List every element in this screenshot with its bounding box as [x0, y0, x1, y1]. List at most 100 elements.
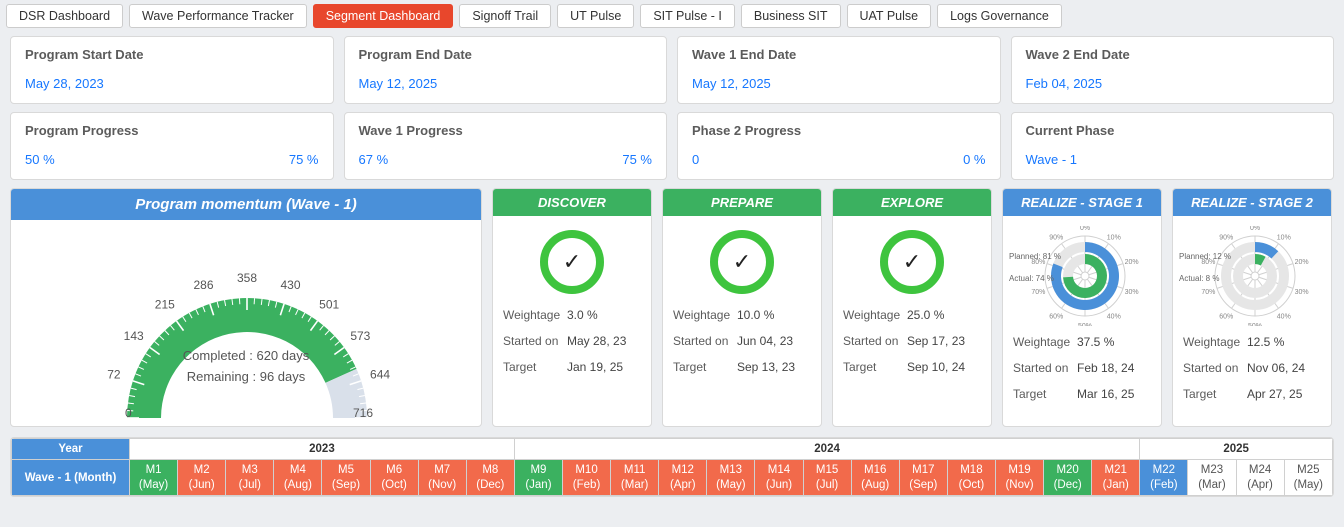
kv-value-weightage: 12.5 %: [1247, 335, 1321, 349]
phase-card-realize-stage-1: REALIZE - STAGE 10%10%20%30%40%50%60%70%…: [1002, 188, 1162, 427]
timeline-month-m18[interactable]: M18(Oct): [947, 460, 995, 496]
timeline-month-m13[interactable]: M13(May): [707, 460, 755, 496]
gauge-min-label: 0: [125, 406, 132, 420]
tab-wave-performance-tracker[interactable]: Wave Performance Tracker: [129, 4, 307, 28]
svg-text:60%: 60%: [1049, 314, 1063, 321]
month-timeline: Year202320242025Wave - 1 (Month)M1(May)M…: [10, 437, 1334, 497]
phase-card-strip: DISCOVER✓Weightage3.0 %Started onMay 28,…: [492, 188, 1334, 427]
gauge-completed-label: Completed : 620 days: [11, 346, 481, 367]
kv-label-weightage: Weightage: [1013, 335, 1077, 349]
timeline-month-m5[interactable]: M5(Sep): [322, 460, 370, 496]
summary1-card-3: Wave 2 End DateFeb 04, 2025: [1011, 36, 1335, 104]
timeline-month-m3[interactable]: M3(Jul): [226, 460, 274, 496]
phase-kv: Weightage25.0 %Started onSep 17, 23Targe…: [843, 308, 981, 374]
phase-header: DISCOVER: [493, 189, 651, 216]
timeline-month-m19[interactable]: M19(Nov): [995, 460, 1043, 496]
tab-ut-pulse[interactable]: UT Pulse: [557, 4, 634, 28]
kv-label-started: Started on: [673, 334, 737, 348]
phase-header: REALIZE - STAGE 1: [1003, 189, 1161, 216]
timeline-month-m20[interactable]: M20(Dec): [1044, 460, 1092, 496]
timeline-month-m11[interactable]: M11(Mar): [611, 460, 659, 496]
tab-logs-governance[interactable]: Logs Governance: [937, 4, 1062, 28]
svg-text:286: 286: [193, 278, 213, 292]
summary1-card-2: Wave 1 End DateMay 12, 2025: [677, 36, 1001, 104]
timeline-month-m6[interactable]: M6(Oct): [370, 460, 418, 496]
tab-sit-pulse-i[interactable]: SIT Pulse - I: [640, 4, 735, 28]
timeline-year-2025: 2025: [1140, 439, 1333, 460]
kv-value-weightage: 10.0 %: [737, 308, 811, 322]
card-value: May 12, 2025: [692, 76, 986, 91]
kv-value-target: Jan 19, 25: [567, 360, 641, 374]
phase-kv: Weightage37.5 %Started onFeb 18, 24Targe…: [1013, 335, 1151, 401]
kv-label-target: Target: [843, 360, 907, 374]
timeline-month-m22[interactable]: M22(Feb): [1140, 460, 1188, 496]
gauge-chart: 72143215286358430501573644 Completed : 6…: [11, 220, 481, 426]
svg-text:40%: 40%: [1107, 314, 1121, 321]
card-value-secondary: 0 %: [963, 152, 985, 167]
svg-text:90%: 90%: [1219, 234, 1233, 241]
timeline-month-m15[interactable]: M15(Jul): [803, 460, 851, 496]
svg-text:30%: 30%: [1125, 289, 1139, 296]
card-title: Phase 2 Progress: [692, 123, 986, 138]
timeline-month-m17[interactable]: M17(Sep): [899, 460, 947, 496]
timeline-month-m2[interactable]: M2(Jun): [178, 460, 226, 496]
phase-card-realize-stage-2: REALIZE - STAGE 20%10%20%30%40%50%60%70%…: [1172, 188, 1332, 427]
phase-card-discover: DISCOVER✓Weightage3.0 %Started onMay 28,…: [492, 188, 652, 427]
card-value: Wave - 1: [1026, 152, 1320, 167]
svg-text:10%: 10%: [1107, 234, 1121, 241]
timeline-month-m10[interactable]: M10(Feb): [562, 460, 610, 496]
card-value: 0: [692, 152, 699, 167]
card-value: May 12, 2025: [359, 76, 653, 91]
kv-label-target: Target: [503, 360, 567, 374]
kv-value-weightage: 25.0 %: [907, 308, 981, 322]
phase-body: ✓Weightage3.0 %Started onMay 28, 23Targe…: [493, 216, 651, 384]
phase-body: ✓ Weightage10.0 %Started onJun 04, 23Targ…: [663, 216, 821, 384]
phase-body: ✓ Weightage25.0 %Started onSep 17, 23Targ…: [833, 216, 991, 384]
kv-value-started: Jun 04, 23: [737, 334, 811, 348]
tab-dsr-dashboard[interactable]: DSR Dashboard: [6, 4, 123, 28]
timeline-month-m9[interactable]: M9(Jan): [514, 460, 562, 496]
svg-text:70%: 70%: [1031, 289, 1045, 296]
kv-value-started: May 28, 23: [567, 334, 641, 348]
timeline-year-2024: 2024: [514, 439, 1139, 460]
summary1-card-0: Program Start DateMay 28, 2023: [10, 36, 334, 104]
timeline-month-m1[interactable]: M1(May): [130, 460, 178, 496]
tab-signoff-trail[interactable]: Signoff Trail: [459, 4, 551, 28]
timeline-month-m8[interactable]: M8(Dec): [466, 460, 514, 496]
timeline-month-m25[interactable]: M25(May): [1284, 460, 1332, 496]
momentum-card: Program momentum (Wave - 1) 721432152863…: [10, 188, 482, 427]
timeline-month-m4[interactable]: M4(Aug): [274, 460, 322, 496]
timeline-month-m7[interactable]: M7(Nov): [418, 460, 466, 496]
timeline-month-m24[interactable]: M24(Apr): [1236, 460, 1284, 496]
summary1-card-1: Program End Date May 12, 2025: [344, 36, 668, 104]
svg-text:20%: 20%: [1295, 259, 1309, 266]
kv-value-weightage: 3.0 %: [567, 308, 641, 322]
kv-value-weightage: 37.5 %: [1077, 335, 1151, 349]
svg-text:40%: 40%: [1277, 314, 1291, 321]
timeline-month-m16[interactable]: M16(Aug): [851, 460, 899, 496]
tab-segment-dashboard[interactable]: Segment Dashboard: [313, 4, 454, 28]
timeline-month-m12[interactable]: M12(Apr): [659, 460, 707, 496]
check-icon: ✓: [880, 230, 944, 294]
svg-text:70%: 70%: [1201, 289, 1215, 296]
kv-value-target: Apr 27, 25: [1247, 387, 1321, 401]
kv-label-weightage: Weightage: [673, 308, 737, 322]
timeline-month-m14[interactable]: M14(Jun): [755, 460, 803, 496]
summary2-card-3: Current PhaseWave - 1: [1011, 112, 1335, 180]
svg-text:30%: 30%: [1295, 289, 1309, 296]
timeline-month-m21[interactable]: M21(Jan): [1092, 460, 1140, 496]
card-title: Program End Date: [359, 47, 653, 62]
check-icon: ✓: [710, 230, 774, 294]
phase-kv: Weightage3.0 %Started onMay 28, 23Target…: [503, 308, 641, 374]
timeline-month-m23[interactable]: M23(Mar): [1188, 460, 1236, 496]
phase-kv: Weightage10.0 %Started onJun 04, 23Targe…: [673, 308, 811, 374]
kv-value-target: Mar 16, 25: [1077, 387, 1151, 401]
card-value: 67 %: [359, 152, 389, 167]
card-title: Program Start Date: [25, 47, 319, 62]
tab-uat-pulse[interactable]: UAT Pulse: [847, 4, 932, 28]
summary-row-2: Program Progress50 %75 %Wave 1 Progress6…: [0, 112, 1344, 188]
svg-text:0%: 0%: [1250, 226, 1260, 232]
tab-business-sit[interactable]: Business SIT: [741, 4, 841, 28]
kv-label-target: Target: [673, 360, 737, 374]
card-value-secondary: 75 %: [622, 152, 652, 167]
